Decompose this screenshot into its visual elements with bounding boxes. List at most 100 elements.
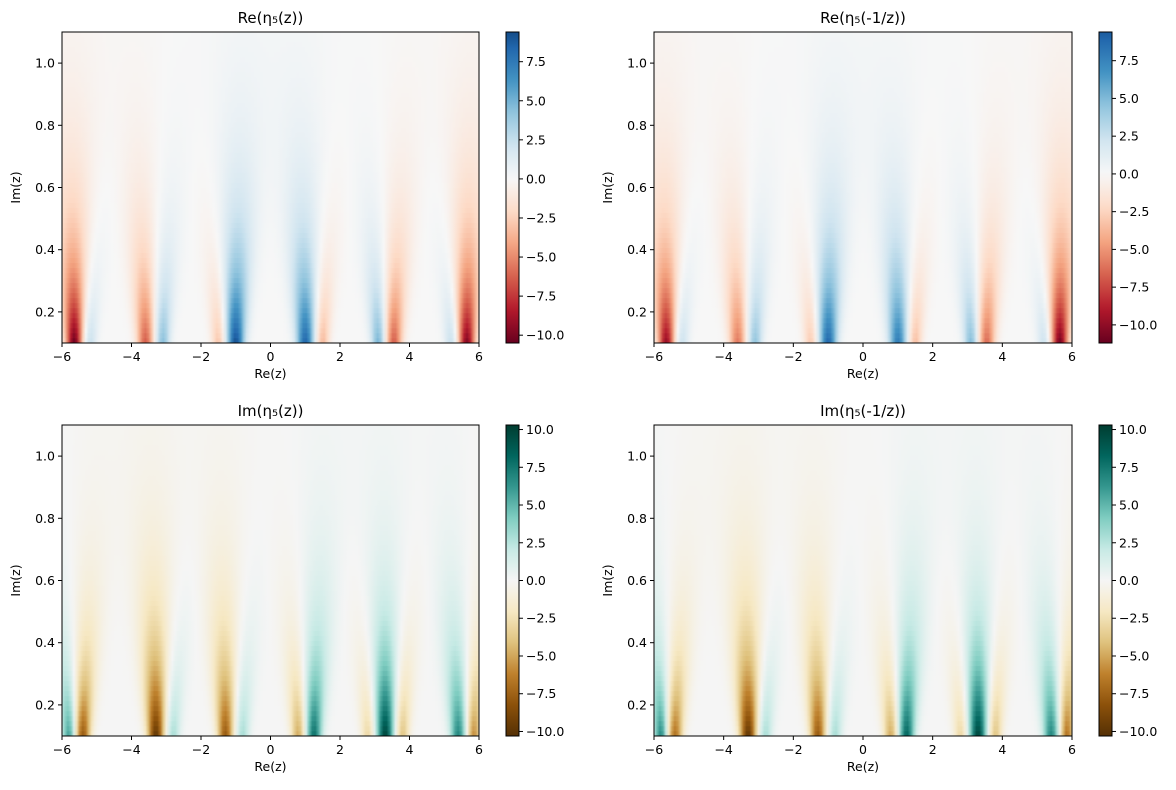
heatmap-row (62, 620, 479, 626)
heatmap-row (62, 262, 479, 269)
heatmap-row (654, 555, 1072, 561)
colorbar-tick-label: 5.0 (1119, 91, 1139, 106)
heatmap-row (654, 252, 1072, 259)
y-tick-label: 0.8 (35, 118, 55, 133)
heatmap-row (654, 514, 1072, 521)
heatmap-row (654, 685, 1072, 692)
heatmap-row (62, 111, 479, 118)
heatmap-row (654, 297, 1072, 304)
heatmap-row (62, 302, 479, 309)
heatmap-row (62, 680, 479, 687)
heatmap-row (62, 232, 479, 238)
x-axis-label: Re(z) (847, 366, 879, 381)
colorbar-tick-label: −7.5 (1119, 686, 1149, 701)
heatmap-row (62, 86, 479, 93)
heatmap-row (654, 277, 1072, 284)
heatmap-row (654, 167, 1072, 173)
heatmap-row (62, 312, 479, 319)
heatmap-row (654, 81, 1072, 88)
x-tick-label: 0 (859, 349, 867, 364)
x-tick-label: 2 (929, 742, 937, 757)
heatmap-row (62, 504, 479, 511)
heatmap-row (654, 337, 1072, 344)
heatmap-row (62, 51, 479, 58)
heatmap-row (654, 625, 1072, 631)
x-axis-label: Re(z) (254, 366, 286, 381)
heatmap-row (62, 327, 479, 334)
heatmap-row (654, 101, 1072, 108)
heatmap-row (654, 157, 1072, 163)
colorbar-tick-label: 2.5 (1119, 129, 1139, 144)
heatmap-row (654, 469, 1072, 476)
colorbar-tick-label: 0.0 (526, 171, 546, 186)
x-tick-label: 6 (475, 742, 483, 757)
x-tick-label: 4 (998, 742, 1006, 757)
colorbar-fill (1099, 425, 1112, 736)
heatmap-row (654, 545, 1072, 551)
x-axis-label: Re(z) (254, 759, 286, 774)
heatmap-row (654, 575, 1072, 581)
colorbar-tick-label: −10.0 (1119, 317, 1157, 332)
heatmap-row (62, 484, 479, 491)
heatmap-row (62, 76, 479, 83)
heatmap-row (62, 640, 479, 647)
heatmap-row (654, 550, 1072, 556)
heatmap-row (62, 56, 479, 63)
heatmap-row (654, 479, 1072, 486)
heatmap-row (654, 317, 1072, 324)
colorbar-tick-label: 5.0 (526, 498, 546, 513)
x-tick-label: −2 (784, 742, 802, 757)
heatmap-row (654, 232, 1072, 238)
subplot-2: Re(η₅(-1/z)) −6 −4 −2 0 2 4 6 0.2 0.4 0.6 0.8 1.0 Re(… (600, 9, 1157, 381)
x-tick-label: 0 (267, 742, 275, 757)
x-tick-label: 6 (1068, 742, 1076, 757)
colorbar-frame (1098, 31, 1113, 344)
heatmap-row (654, 177, 1072, 183)
heatmap-row (654, 645, 1072, 652)
heatmap-row (654, 570, 1072, 576)
heatmap-row (654, 710, 1072, 717)
heatmap-row (654, 525, 1072, 531)
heatmap-row (62, 132, 479, 138)
heatmap-row (654, 725, 1072, 732)
heatmap-row (654, 449, 1072, 456)
heatmap-row (62, 217, 479, 223)
heatmap-row (62, 540, 479, 546)
heatmap-row (62, 137, 479, 143)
heatmap-row (654, 605, 1072, 611)
heatmap-row (62, 267, 479, 274)
heatmap-row (62, 670, 479, 677)
heatmap-row (654, 222, 1072, 228)
heatmap-row (62, 710, 479, 717)
heatmap-row (654, 227, 1072, 233)
heatmap-row (654, 111, 1072, 118)
colorbar-tick-label: 5.0 (526, 93, 546, 108)
heatmap-row (654, 670, 1072, 677)
heatmap-row (62, 489, 479, 496)
heatmap-row (654, 327, 1072, 334)
x-tick-label: −6 (53, 742, 71, 757)
colorbar-tick-label: 2.5 (526, 132, 546, 147)
x-tick-label: 0 (859, 742, 867, 757)
heatmap-row (654, 680, 1072, 687)
y-tick-label: 1.0 (627, 56, 647, 71)
heatmap-row (654, 91, 1072, 98)
x-tick-label: 6 (1068, 349, 1076, 364)
x-tick-label: 4 (406, 742, 414, 757)
heatmap-row (654, 590, 1072, 596)
heatmap-row (654, 459, 1072, 466)
heatmap-row (654, 640, 1072, 647)
heatmap-row (62, 297, 479, 304)
heatmap-row (654, 292, 1072, 299)
colorbar-tick-label: 7.5 (1119, 460, 1139, 475)
heatmap-row (654, 535, 1072, 541)
heatmap-row (62, 514, 479, 521)
heatmap-row (62, 96, 479, 103)
y-tick-label: 1.0 (627, 449, 647, 464)
heatmap-row (654, 655, 1072, 662)
heatmap-row (62, 464, 479, 471)
heatmap (654, 31, 1072, 344)
heatmap-row (654, 484, 1072, 491)
heatmap-row (62, 459, 479, 466)
